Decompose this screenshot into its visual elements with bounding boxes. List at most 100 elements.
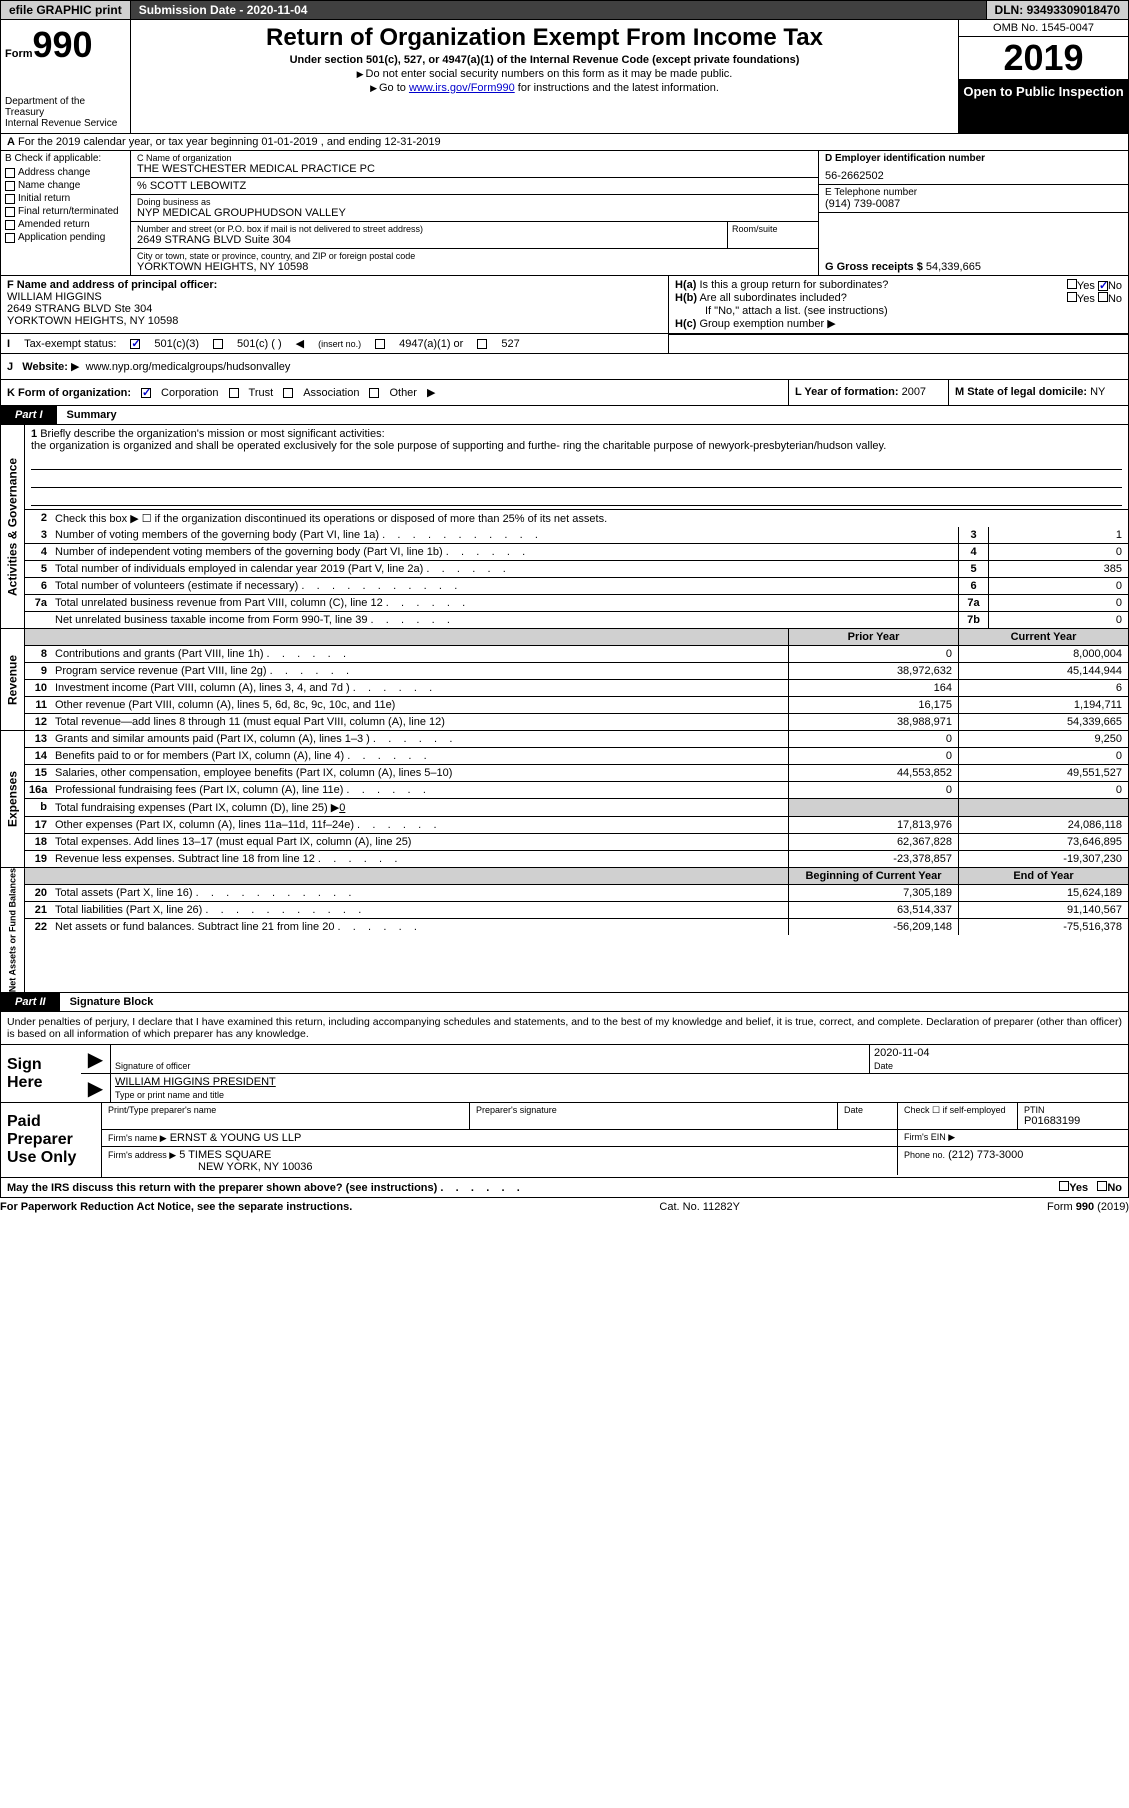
l9-current: 45,144,944: [958, 663, 1128, 679]
mission-block: 1 Briefly describe the organization's mi…: [25, 425, 1128, 510]
declaration-text: Under penalties of perjury, I declare th…: [0, 1012, 1129, 1045]
hb-no-checkbox[interactable]: [1098, 292, 1108, 302]
firm-ein-label: Firm's EIN ▶: [898, 1130, 1128, 1146]
side-revenue: Revenue: [1, 629, 25, 730]
527-checkbox[interactable]: [477, 339, 487, 349]
org-name-label: C Name of organization: [137, 153, 812, 163]
l14-text: Benefits paid to or for members (Part IX…: [51, 748, 788, 764]
header-left: Form990 Department of the Treasury Inter…: [1, 20, 131, 133]
entity-info-grid: B Check if applicable: Address change Na…: [0, 151, 1129, 276]
sig-officer-label: Signature of officer: [115, 1061, 190, 1071]
dba-label: Doing business as: [137, 197, 812, 207]
care-of: % SCOTT LEBOWITZ: [137, 180, 812, 192]
subtitle-1: Under section 501(c), 527, or 4947(a)(1)…: [139, 54, 950, 66]
application-pending-checkbox[interactable]: [5, 233, 15, 243]
l1-text: Briefly describe the organization's miss…: [40, 428, 384, 440]
other-checkbox[interactable]: [369, 388, 379, 398]
part2-tab: Part II: [1, 993, 60, 1011]
pra-notice: For Paperwork Reduction Act Notice, see …: [0, 1201, 352, 1213]
state-domicile: M State of legal domicile: NY: [948, 380, 1128, 405]
l13-prior: 0: [788, 731, 958, 747]
paid-prep-label: Paid Preparer Use Only: [1, 1103, 101, 1177]
address-change-checkbox[interactable]: [5, 168, 15, 178]
l14-current: 0: [958, 748, 1128, 764]
discuss-yes-checkbox[interactable]: [1059, 1181, 1069, 1191]
top-bar: efile GRAPHIC print Submission Date - 20…: [0, 0, 1129, 20]
revenue-section: Revenue Prior Year Current Year 8Contrib…: [0, 629, 1129, 731]
ptin-value: P01683199: [1024, 1115, 1122, 1127]
assoc-checkbox[interactable]: [283, 388, 293, 398]
firm-addr1: 5 TIMES SQUARE: [179, 1149, 271, 1161]
l3-value: 1: [988, 527, 1128, 543]
l16b-prior: [788, 799, 958, 816]
print-label[interactable]: print: [95, 3, 122, 17]
dept-label: Department of the Treasury: [5, 96, 126, 118]
sig-date-label: Date: [874, 1061, 893, 1071]
trust-checkbox[interactable]: [229, 388, 239, 398]
arrow-icon: ▶: [81, 1074, 111, 1102]
initial-return-label: Initial return: [18, 193, 70, 204]
ha-yes-checkbox[interactable]: [1067, 279, 1077, 289]
l13-current: 9,250: [958, 731, 1128, 747]
l7b-value: 0: [988, 612, 1128, 628]
form-header: Form990 Department of the Treasury Inter…: [0, 20, 1129, 134]
sig-date-value: 2020-11-04: [874, 1047, 1124, 1061]
side-expenses: Expenses: [1, 731, 25, 867]
tax-year: 2019: [959, 37, 1128, 80]
l21-prior: 63,514,337: [788, 902, 958, 918]
ptin-label: PTIN: [1024, 1105, 1122, 1115]
l9-text: Program service revenue (Part VIII, line…: [51, 663, 788, 679]
l6-text: Total number of volunteers (estimate if …: [51, 578, 958, 594]
col-right-ids: D Employer identification number 56-2662…: [818, 151, 1128, 275]
prep-check-label: Check ☐ if self-employed: [898, 1103, 1018, 1129]
year-formation: L Year of formation: 2007: [788, 380, 948, 405]
expenses-section: Expenses 13Grants and similar amounts pa…: [0, 731, 1129, 868]
header-right: OMB No. 1545-0047 2019 Open to Public In…: [958, 20, 1128, 133]
mission-text: the organization is organized and shall …: [31, 440, 1122, 452]
initial-return-checkbox[interactable]: [5, 194, 15, 204]
submission-date: Submission Date - 2020-11-04: [131, 1, 986, 19]
l16b-current: [958, 799, 1128, 816]
l6-value: 0: [988, 578, 1128, 594]
ha-no-checkbox[interactable]: [1098, 281, 1108, 291]
end-year-header: End of Year: [958, 868, 1128, 884]
501c3-checkbox[interactable]: [130, 339, 140, 349]
part1-title: Summary: [57, 406, 127, 424]
inspection-notice: Open to Public Inspection: [959, 80, 1128, 133]
h-section: H(a) Is this a group return for subordin…: [668, 276, 1128, 333]
hc-text: Group exemption number: [699, 318, 824, 330]
subtitle-2: Do not enter social security numbers on …: [139, 68, 950, 80]
l19-current: -19,307,230: [958, 851, 1128, 867]
ha-label: H(a): [675, 279, 696, 291]
instructions-link[interactable]: www.irs.gov/Form990: [409, 82, 515, 94]
l17-text: Other expenses (Part IX, column (A), lin…: [51, 817, 788, 833]
firm-addr-label: Firm's address ▶: [108, 1150, 176, 1160]
corp-checkbox[interactable]: [141, 388, 151, 398]
4947-checkbox[interactable]: [375, 339, 385, 349]
final-return-checkbox[interactable]: [5, 207, 15, 217]
l12-text: Total revenue—add lines 8 through 11 (mu…: [51, 714, 788, 730]
current-year-header: Current Year: [958, 629, 1128, 645]
discuss-no-checkbox[interactable]: [1097, 1181, 1107, 1191]
hb-yes-checkbox[interactable]: [1067, 292, 1077, 302]
website-row: J Website: ▶ www.nyp.org/medicalgroups/h…: [0, 354, 1129, 380]
tax-status-label: Tax-exempt status:: [24, 338, 116, 350]
paid-preparer-block: Paid Preparer Use Only Print/Type prepar…: [0, 1103, 1129, 1178]
501c-checkbox[interactable]: [213, 339, 223, 349]
l9-prior: 38,972,632: [788, 663, 958, 679]
sign-here-block: Sign Here ▶ Signature of officer 2020-11…: [0, 1045, 1129, 1103]
l7a-value: 0: [988, 595, 1128, 611]
efile-label: efile GRAPHIC print: [1, 1, 131, 19]
firm-phone-value: (212) 773-3000: [948, 1149, 1023, 1161]
ein-value: 56-2662502: [825, 170, 1122, 182]
l18-current: 73,646,895: [958, 834, 1128, 850]
l19-text: Revenue less expenses. Subtract line 18 …: [51, 851, 788, 867]
amended-return-checkbox[interactable]: [5, 220, 15, 230]
l11-current: 1,194,711: [958, 697, 1128, 713]
firm-phone-label: Phone no.: [904, 1150, 945, 1160]
prior-year-header: Prior Year: [788, 629, 958, 645]
gross-receipts: G Gross receipts $ 54,339,665: [825, 261, 981, 273]
prep-name-label: Print/Type preparer's name: [108, 1105, 463, 1115]
officer-name: WILLIAM HIGGINS: [7, 291, 662, 303]
name-change-checkbox[interactable]: [5, 181, 15, 191]
